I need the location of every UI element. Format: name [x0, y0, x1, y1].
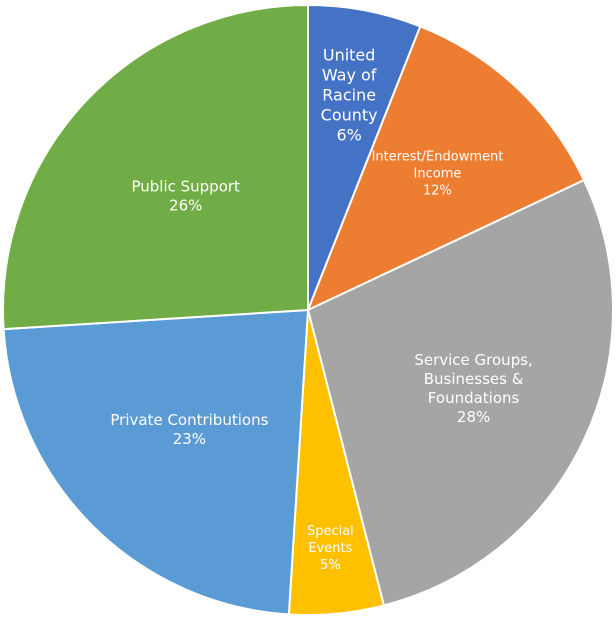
data-label-service-groups-businesses-foundations: Service Groups, Businesses & Foundations 28… — [414, 351, 532, 426]
pie-slice-public-support — [2, 3, 309, 331]
slices-group — [2, 3, 614, 616]
pie-slice-service-groups-businesses-foundations — [306, 178, 614, 607]
data-label-public-support: Public Support 26% — [131, 177, 240, 214]
labels-group: United Way of Racine County 6% Interest/Endow… — [110, 45, 532, 573]
data-label-special-events: Special Events 5% — [307, 524, 354, 573]
pie-slice-interest-endowment-income — [306, 25, 586, 312]
data-label-private-contributions: Private Contributions 23% — [110, 411, 268, 448]
data-label-interest-endowment-income: Interest/Endowment Income 12% — [372, 149, 504, 198]
pie-slice-private-contributions — [2, 308, 310, 616]
data-label-united-way-of-racine-county: United Way of Racine County 6% — [321, 45, 378, 144]
